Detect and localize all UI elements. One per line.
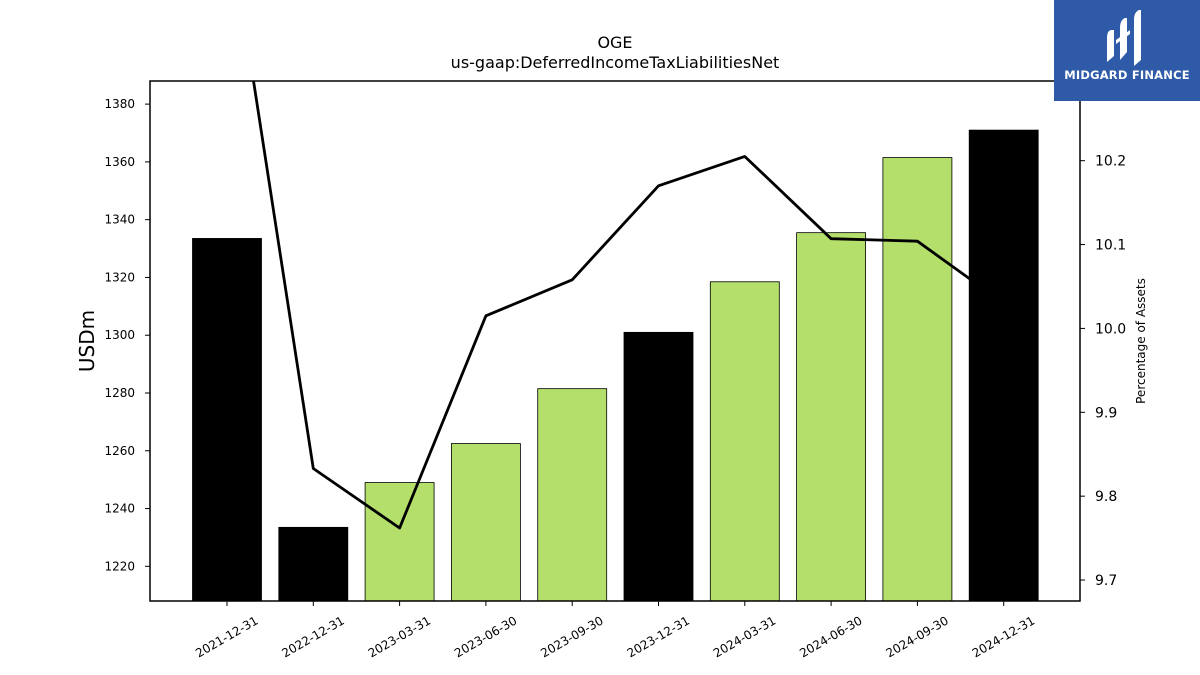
bar-2024-03-31 — [709, 281, 780, 602]
y-axis-label: USDm — [75, 310, 99, 372]
x-tick-label: 2023-09-30 — [538, 613, 605, 660]
y-tick-label: 1300 — [104, 328, 135, 342]
logo-mark-icon — [1107, 10, 1141, 66]
y2-axis-label: Percentage of Assets — [1134, 278, 1148, 404]
y-tick-label: 1240 — [104, 502, 135, 516]
y-tick-label: 1360 — [104, 155, 135, 169]
y-tick-label: 1260 — [104, 444, 135, 458]
y2-tick-label: 10.2 — [1095, 154, 1126, 170]
bar-2023-09-30 — [537, 388, 608, 602]
y2-tick-label: 9.8 — [1095, 489, 1117, 505]
bar-2022-12-31 — [278, 526, 349, 602]
y-tick-label: 1340 — [104, 213, 135, 227]
x-tick-label: 2022-12-31 — [279, 613, 346, 660]
y2-tick-label: 10.0 — [1095, 321, 1126, 337]
x-tick-label: 2023-06-30 — [452, 613, 519, 660]
x-axis: 2021-12-31 2022-12-31 2023-03-31 2023-06-30… — [193, 601, 1037, 660]
y-tick-label: 1320 — [104, 270, 135, 284]
y2-tick-label: 9.9 — [1095, 405, 1117, 421]
y2-tick-label: 10.1 — [1095, 238, 1126, 254]
line-layer — [252, 81, 1005, 530]
y-axis-left: 1220 1240 1260 1280 1300 1320 1340 1360 1380 — [104, 97, 150, 573]
bar-2024-12-31 — [968, 129, 1039, 602]
logo-text: MIDGARD FINANCE — [1064, 68, 1190, 82]
x-tick-label: 2023-12-31 — [625, 613, 692, 660]
brand-logo: MIDGARD FINANCE — [1054, 0, 1200, 101]
y-tick-label: 1220 — [104, 559, 135, 573]
bar-2024-09-30 — [882, 157, 953, 602]
bar-2023-03-31 — [364, 482, 435, 602]
bar-2023-12-31 — [623, 331, 694, 602]
y-tick-label: 1280 — [104, 386, 135, 400]
bar-2021-12-31 — [192, 238, 262, 602]
plot-frame — [149, 80, 1081, 602]
x-tick-label: 2024-03-31 — [711, 613, 778, 660]
x-tick-label: 2024-09-30 — [883, 613, 950, 660]
chart-title: OGE — [597, 33, 632, 52]
bar-2023-06-30 — [450, 443, 521, 602]
y-axis-right: 9.7 9.8 9.9 10.0 10.1 10.2 — [1080, 154, 1126, 589]
x-tick-label: 2024-06-30 — [797, 613, 864, 660]
chart-subtitle: us-gaap:DeferredIncomeTaxLiabilitiesNet — [451, 53, 780, 72]
bar-layer — [192, 129, 1039, 602]
y2-tick-label: 9.7 — [1095, 573, 1117, 589]
y-tick-label: 1380 — [104, 97, 135, 111]
x-tick-label: 2023-03-31 — [366, 613, 433, 660]
bar-2024-06-30 — [796, 232, 866, 602]
x-tick-label: 2021-12-31 — [193, 613, 260, 660]
pct-of-assets-line — [252, 81, 1005, 530]
x-tick-label: 2024-12-31 — [970, 613, 1037, 660]
